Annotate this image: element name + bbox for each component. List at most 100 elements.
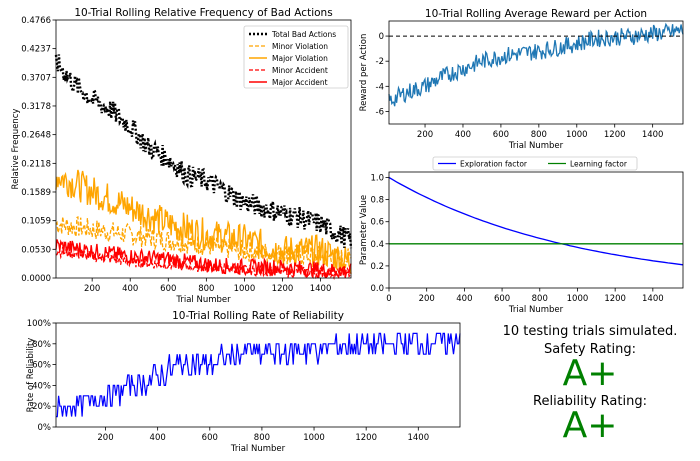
chart-title: 10-Trial Rolling Average Reward per Acti… bbox=[425, 8, 647, 20]
plot-frame bbox=[388, 20, 684, 125]
y-tick-label: 0.0530 bbox=[21, 245, 51, 255]
x-tick-label: 1000 bbox=[567, 294, 589, 304]
x-tick-label: 1400 bbox=[310, 284, 332, 294]
series-line-5 bbox=[55, 239, 352, 280]
x-tick-label: 800 bbox=[254, 433, 270, 443]
y-tick-label: -4 bbox=[376, 82, 384, 92]
x-tick-label: 400 bbox=[150, 433, 166, 443]
chart-1: 200 400 600 800 1000 1200 1400 0.0000 0.0530 0.10… bbox=[11, 7, 353, 305]
chart-title: 10-Trial Rolling Relative Frequency of B… bbox=[74, 7, 332, 19]
legend-label: Learning factor bbox=[570, 160, 628, 169]
legend-label: Minor Violation bbox=[272, 42, 328, 51]
y-tick-label: 1.0 bbox=[370, 174, 384, 184]
y-tick-label: 40% bbox=[32, 381, 51, 391]
plot-area bbox=[389, 172, 683, 288]
y-tick-label: 0.4 bbox=[370, 240, 384, 250]
plot-frame bbox=[55, 322, 461, 428]
plot-area bbox=[56, 323, 460, 427]
y-tick-label: 0.2648 bbox=[21, 131, 51, 141]
x-axis-label: Trial Number bbox=[508, 305, 564, 315]
reliability-rating-label: Reliability Rating: bbox=[533, 394, 647, 409]
x-tick-label: 800 bbox=[198, 284, 214, 294]
y-tick-label: 0.1589 bbox=[21, 188, 51, 198]
x-tick-label: 200 bbox=[417, 130, 433, 140]
x-tick-label: 400 bbox=[456, 294, 472, 304]
y-tick-label: 100% bbox=[27, 319, 51, 329]
y-axis-label: Rate of Reliability bbox=[26, 338, 36, 413]
y-tick-label: 0.1059 bbox=[21, 217, 51, 227]
y-axis-label: Relative Frequency bbox=[11, 109, 21, 190]
y-tick-label: 0.2 bbox=[370, 262, 384, 272]
y-tick-label: 60% bbox=[32, 361, 51, 371]
y-tick-label: 0.3707 bbox=[21, 73, 51, 83]
y-tick-label: 20% bbox=[32, 402, 51, 412]
plot-frame bbox=[55, 19, 352, 279]
legend-label: Minor Accident bbox=[272, 66, 328, 75]
x-tick-label: 1000 bbox=[234, 284, 256, 294]
x-tick-label: 400 bbox=[122, 284, 138, 294]
y-tick-label: -6 bbox=[376, 107, 384, 117]
x-tick-label: 600 bbox=[493, 130, 509, 140]
legend-label: Major Accident bbox=[272, 78, 328, 87]
legend-label: Major Violation bbox=[272, 54, 328, 63]
series-line-exploration bbox=[388, 176, 684, 266]
series-line-2 bbox=[55, 215, 352, 269]
x-tick-label: 1200 bbox=[604, 130, 626, 140]
plot-area bbox=[389, 21, 683, 124]
x-tick-label: 200 bbox=[97, 433, 113, 443]
safety-rating-label: Safety Rating: bbox=[543, 342, 636, 357]
y-tick-label: 0% bbox=[38, 423, 52, 433]
x-tick-label: 1000 bbox=[566, 130, 588, 140]
rating-panel: 10 testing trials simulated. Safety Rati… bbox=[490, 320, 690, 446]
chart-2: 200 400 600 800 1000 1200 1400 0 -2 -4 -6 10-Trial … bbox=[359, 8, 684, 151]
x-tick-label: 600 bbox=[160, 284, 176, 294]
series-line-1 bbox=[54, 54, 353, 249]
x-tick-label: 1400 bbox=[642, 130, 664, 140]
y-tick-label: -2 bbox=[376, 57, 384, 67]
x-tick-label: 0 bbox=[386, 294, 391, 304]
x-tick-label: 800 bbox=[532, 294, 548, 304]
series-line-reward bbox=[388, 22, 684, 107]
x-tick-label: 1000 bbox=[303, 433, 325, 443]
y-tick-label: 0.4237 bbox=[21, 45, 51, 55]
plot-frame bbox=[388, 171, 684, 289]
chart-3: 0 200 400 600 800 1000 1200 1400 0.0 0.2 0.4 0.6 0.8… bbox=[359, 156, 684, 315]
chart-4: 200 400 600 800 1000 1200 1400 0% 20% 40% 60% 80% 10… bbox=[26, 310, 461, 454]
series-line-3 bbox=[55, 169, 352, 275]
legend-box bbox=[432, 156, 638, 171]
legend-label: Total Bad Actions bbox=[271, 30, 336, 39]
x-axis-label: Trial Number bbox=[508, 141, 564, 151]
x-tick-label: 1400 bbox=[642, 294, 664, 304]
series-line-reliability bbox=[56, 332, 461, 418]
y-tick-label: 0.0 bbox=[370, 284, 384, 294]
y-tick-label: 80% bbox=[32, 340, 51, 350]
y-tick-label: 0.4766 bbox=[21, 16, 51, 26]
x-tick-label: 600 bbox=[494, 294, 510, 304]
legend-label: Exploration factor bbox=[460, 160, 528, 169]
x-tick-label: 1200 bbox=[355, 433, 377, 443]
legend-box bbox=[243, 25, 349, 89]
y-tick-label: 0.2118 bbox=[21, 159, 51, 169]
y-tick-label: 0.6 bbox=[370, 218, 384, 228]
y-tick-label: 0 bbox=[379, 32, 384, 42]
safety-rating-grade: A+ bbox=[562, 353, 618, 394]
x-axis-label: Trial Number bbox=[230, 444, 286, 454]
x-tick-label: 200 bbox=[419, 294, 435, 304]
x-tick-label: 200 bbox=[84, 284, 100, 294]
trials-simulated-text: 10 testing trials simulated. bbox=[502, 324, 678, 339]
x-axis-label: Trial Number bbox=[175, 295, 231, 305]
x-tick-label: 1200 bbox=[272, 284, 294, 294]
legend: Exploration factor Learning factor bbox=[432, 156, 638, 171]
x-tick-label: 600 bbox=[202, 433, 218, 443]
x-tick-label: 1400 bbox=[407, 433, 429, 443]
x-tick-label: 1200 bbox=[604, 294, 626, 304]
legend: Total Bad Actions Minor Violation Major Vi… bbox=[243, 25, 349, 89]
chart-title: 10-Trial Rolling Rate of Reliability bbox=[172, 310, 344, 322]
y-tick-label: 0.8 bbox=[370, 196, 384, 206]
x-tick-label: 400 bbox=[455, 130, 471, 140]
reliability-rating-grade: A+ bbox=[562, 405, 618, 446]
x-tick-label: 800 bbox=[531, 130, 547, 140]
y-axis-label: Reward per Action bbox=[359, 34, 369, 112]
y-tick-label: 0.0000 bbox=[21, 274, 51, 284]
